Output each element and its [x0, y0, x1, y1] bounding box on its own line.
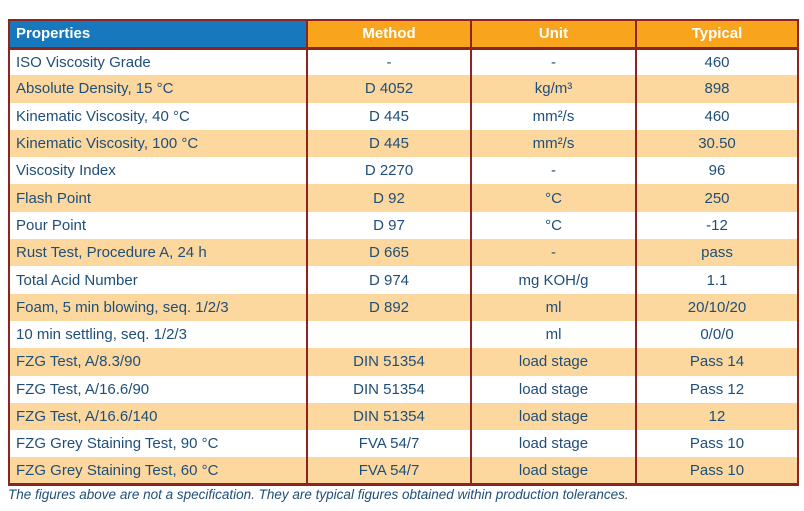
unit-cell: mm²/s [470, 102, 637, 130]
typical-cell: 460 [635, 48, 799, 76]
table-row: Total Acid Number D 974 mg KOH/g 1.1 [8, 266, 799, 294]
unit-cell: - [470, 239, 637, 267]
typical-cell: pass [635, 239, 799, 267]
table-row: Kinematic Viscosity, 40 °C D 445 mm²/s 460 [8, 102, 799, 130]
method-cell [306, 320, 472, 349]
method-cell: DIN 51354 [306, 402, 472, 431]
property-cell: FZG Test, A/8.3/90 [8, 348, 308, 376]
property-cell: Absolute Density, 15 °C [8, 75, 308, 103]
method-cell: D 974 [306, 266, 472, 294]
typical-cell: 250 [635, 184, 799, 212]
typical-cell: 12 [635, 402, 799, 431]
table-row: 10 min settling, seq. 1/2/3 ml 0/0/0 [8, 320, 799, 349]
method-cell: D 445 [306, 102, 472, 130]
method-cell: DIN 51354 [306, 348, 472, 376]
table-row: FZG Grey Staining Test, 90 °C FVA 54/7 loa… [8, 430, 799, 458]
method-cell: D 2270 [306, 157, 472, 185]
table-row: Absolute Density, 15 °C D 4052 kg/m³ 898 [8, 75, 799, 103]
properties-table-container: Properties Method Unit Typical ISO Visco… [8, 19, 799, 487]
typical-cell: Pass 12 [635, 375, 799, 403]
property-cell: FZG Test, A/16.6/140 [8, 402, 308, 431]
footnote-text: The figures above are not a specificatio… [8, 487, 629, 502]
column-header-properties: Properties [8, 19, 308, 50]
typical-cell: 96 [635, 157, 799, 185]
table-header: Properties Method Unit Typical [8, 19, 799, 50]
typical-cell: 460 [635, 102, 799, 130]
unit-cell: °C [470, 211, 637, 240]
method-cell: D 97 [306, 211, 472, 240]
typical-cell: -12 [635, 211, 799, 240]
unit-cell: load stage [470, 430, 637, 458]
typical-cell: Pass 14 [635, 348, 799, 376]
method-cell: FVA 54/7 [306, 430, 472, 458]
unit-cell: ml [470, 293, 637, 321]
table-row: Viscosity Index D 2270-96 [8, 157, 799, 185]
unit-cell: °C [470, 184, 637, 212]
property-cell: FZG Grey Staining Test, 90 °C [8, 430, 308, 458]
typical-cell: 898 [635, 75, 799, 103]
table-body: ISO Viscosity Grade - -460 Absolute Density… [8, 48, 799, 487]
properties-table: Properties Method Unit Typical ISO Visco… [8, 19, 799, 487]
unit-cell: - [470, 48, 637, 76]
unit-cell: load stage [470, 402, 637, 431]
column-header-unit: Unit [470, 19, 637, 50]
property-cell: Foam, 5 min blowing, seq. 1/2/3 [8, 293, 308, 321]
property-cell: Flash Point [8, 184, 308, 212]
method-cell: D 665 [306, 239, 472, 267]
method-cell: D 445 [306, 129, 472, 158]
property-cell: Kinematic Viscosity, 40 °C [8, 102, 308, 130]
typical-cell: 20/10/20 [635, 293, 799, 321]
typical-cell: Pass 10 [635, 457, 799, 487]
property-cell: FZG Grey Staining Test, 60 °C [8, 457, 308, 487]
table-row: FZG Test, A/16.6/90 DIN 51354 load stage Pa… [8, 375, 799, 403]
column-header-typical: Typical [635, 19, 799, 50]
method-cell: DIN 51354 [306, 375, 472, 403]
unit-cell: load stage [470, 375, 637, 403]
property-cell: Viscosity Index [8, 157, 308, 185]
typical-cell: 30.50 [635, 129, 799, 158]
method-cell: D 892 [306, 293, 472, 321]
unit-cell: kg/m³ [470, 75, 637, 103]
unit-cell: load stage [470, 457, 637, 487]
unit-cell: mg KOH/g [470, 266, 637, 294]
table-row: FZG Grey Staining Test, 60 °C FVA 54/7 loa… [8, 457, 799, 487]
method-cell: - [306, 48, 472, 76]
typical-cell: Pass 10 [635, 430, 799, 458]
table-row: Flash Point D 92 °C 250 [8, 184, 799, 212]
unit-cell: load stage [470, 348, 637, 376]
table-row: Pour Point D 97 °C -12 [8, 211, 799, 240]
unit-cell: ml [470, 320, 637, 349]
typical-cell: 0/0/0 [635, 320, 799, 349]
method-cell: D 92 [306, 184, 472, 212]
property-cell: Total Acid Number [8, 266, 308, 294]
method-cell: FVA 54/7 [306, 457, 472, 487]
unit-cell: - [470, 157, 637, 185]
property-cell: Rust Test, Procedure A, 24 h [8, 239, 308, 267]
property-cell: ISO Viscosity Grade [8, 48, 308, 76]
table-row: FZG Test, A/8.3/90 DIN 51354 load stage Pas… [8, 348, 799, 376]
method-cell: D 4052 [306, 75, 472, 103]
table-row: ISO Viscosity Grade - -460 [8, 48, 799, 76]
table-row: Foam, 5 min blowing, seq. 1/2/3 D 892 ml 20… [8, 293, 799, 321]
property-cell: 10 min settling, seq. 1/2/3 [8, 320, 308, 349]
property-cell: Pour Point [8, 211, 308, 240]
typical-cell: 1.1 [635, 266, 799, 294]
property-cell: Kinematic Viscosity, 100 °C [8, 129, 308, 158]
table-row: FZG Test, A/16.6/140 DIN 51354 load stage 1… [8, 402, 799, 431]
table-row: Kinematic Viscosity, 100 °C D 445 mm²/s 30.… [8, 129, 799, 158]
unit-cell: mm²/s [470, 129, 637, 158]
property-cell: FZG Test, A/16.6/90 [8, 375, 308, 403]
column-header-method: Method [306, 19, 472, 50]
header-row: Properties Method Unit Typical [8, 19, 799, 50]
